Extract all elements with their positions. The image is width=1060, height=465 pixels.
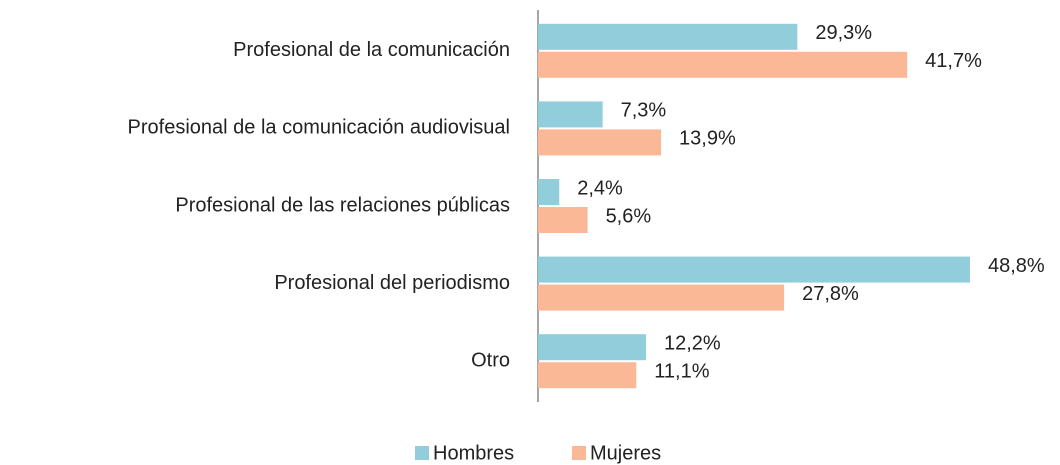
bar [538,101,603,128]
value-label: 27,8% [802,283,859,305]
bar [538,362,637,389]
bar [538,179,560,205]
category-label: Profesional de la comunicación audiovisu… [128,117,510,139]
legend-label: Mujeres [590,442,661,464]
bar [538,129,662,156]
bar [538,284,785,311]
legend-label: Hombres [433,442,514,464]
bar [538,207,588,233]
bar [538,51,908,78]
bar [538,256,970,283]
legend-swatch [572,446,586,460]
category-label: Profesional de la comunicación [233,39,510,61]
bar [538,334,646,361]
value-label: 11,1% [654,360,709,382]
value-label: 12,2% [664,332,721,354]
value-label: 7,3% [621,100,667,122]
value-label: 48,8% [988,255,1045,277]
value-label: 13,9% [679,128,736,150]
value-label: 29,3% [815,22,872,44]
category-label: Otro [471,349,510,371]
value-label: 5,6% [606,205,652,227]
category-label: Profesional de las relaciones públicas [175,194,510,216]
category-label: Profesional del periodismo [274,272,510,294]
bar [538,23,798,50]
value-label: 41,7% [925,50,982,72]
value-label: 2,4% [577,177,623,199]
legend-swatch [415,446,429,460]
